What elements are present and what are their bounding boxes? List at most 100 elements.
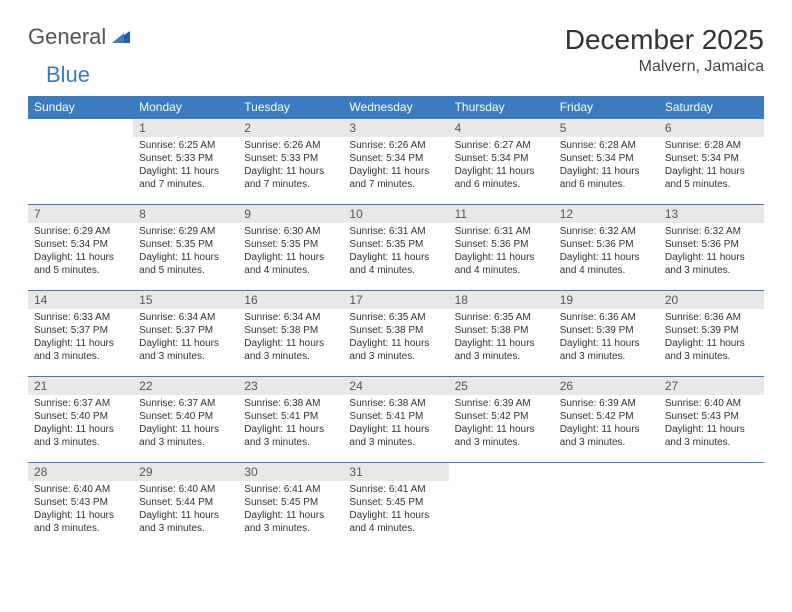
calendar-day-cell: 28Sunrise: 6:40 AMSunset: 5:43 PMDayligh…	[28, 463, 133, 549]
day-details: Sunrise: 6:26 AMSunset: 5:33 PMDaylight:…	[238, 137, 343, 195]
day-details: Sunrise: 6:26 AMSunset: 5:34 PMDaylight:…	[343, 137, 448, 195]
logo-text-general: General	[28, 24, 106, 50]
day-number: 22	[133, 377, 238, 395]
day-number: 19	[554, 291, 659, 309]
day-details: Sunrise: 6:36 AMSunset: 5:39 PMDaylight:…	[554, 309, 659, 367]
day-details: Sunrise: 6:37 AMSunset: 5:40 PMDaylight:…	[133, 395, 238, 453]
weekday-header: Friday	[554, 96, 659, 119]
day-details: Sunrise: 6:34 AMSunset: 5:38 PMDaylight:…	[238, 309, 343, 367]
day-number: 17	[343, 291, 448, 309]
day-details: Sunrise: 6:37 AMSunset: 5:40 PMDaylight:…	[28, 395, 133, 453]
logo-text-blue: Blue	[46, 62, 90, 87]
day-number: 29	[133, 463, 238, 481]
logo-triangle-icon	[112, 27, 130, 48]
calendar-week-row: 28Sunrise: 6:40 AMSunset: 5:43 PMDayligh…	[28, 463, 764, 549]
day-details: Sunrise: 6:34 AMSunset: 5:37 PMDaylight:…	[133, 309, 238, 367]
calendar-day-cell: 15Sunrise: 6:34 AMSunset: 5:37 PMDayligh…	[133, 291, 238, 377]
calendar-day-cell: 11Sunrise: 6:31 AMSunset: 5:36 PMDayligh…	[449, 205, 554, 291]
calendar-day-cell: 8Sunrise: 6:29 AMSunset: 5:35 PMDaylight…	[133, 205, 238, 291]
day-details: Sunrise: 6:29 AMSunset: 5:35 PMDaylight:…	[133, 223, 238, 281]
day-details: Sunrise: 6:35 AMSunset: 5:38 PMDaylight:…	[343, 309, 448, 367]
day-number	[449, 463, 554, 481]
day-details: Sunrise: 6:33 AMSunset: 5:37 PMDaylight:…	[28, 309, 133, 367]
calendar-day-cell: 23Sunrise: 6:38 AMSunset: 5:41 PMDayligh…	[238, 377, 343, 463]
day-details: Sunrise: 6:28 AMSunset: 5:34 PMDaylight:…	[554, 137, 659, 195]
day-number: 23	[238, 377, 343, 395]
day-details: Sunrise: 6:30 AMSunset: 5:35 PMDaylight:…	[238, 223, 343, 281]
day-details: Sunrise: 6:32 AMSunset: 5:36 PMDaylight:…	[659, 223, 764, 281]
calendar-day-cell: 7Sunrise: 6:29 AMSunset: 5:34 PMDaylight…	[28, 205, 133, 291]
calendar-week-row: 21Sunrise: 6:37 AMSunset: 5:40 PMDayligh…	[28, 377, 764, 463]
calendar-week-row: 1Sunrise: 6:25 AMSunset: 5:33 PMDaylight…	[28, 119, 764, 205]
calendar-day-cell: 25Sunrise: 6:39 AMSunset: 5:42 PMDayligh…	[449, 377, 554, 463]
day-details: Sunrise: 6:36 AMSunset: 5:39 PMDaylight:…	[659, 309, 764, 367]
day-details: Sunrise: 6:38 AMSunset: 5:41 PMDaylight:…	[343, 395, 448, 453]
calendar-day-cell: 24Sunrise: 6:38 AMSunset: 5:41 PMDayligh…	[343, 377, 448, 463]
day-number: 10	[343, 205, 448, 223]
day-details: Sunrise: 6:39 AMSunset: 5:42 PMDaylight:…	[449, 395, 554, 453]
calendar-table: Sunday Monday Tuesday Wednesday Thursday…	[28, 96, 764, 549]
calendar-day-cell: 6Sunrise: 6:28 AMSunset: 5:34 PMDaylight…	[659, 119, 764, 205]
day-details: Sunrise: 6:40 AMSunset: 5:43 PMDaylight:…	[28, 481, 133, 539]
day-number: 3	[343, 119, 448, 137]
calendar-day-cell: 13Sunrise: 6:32 AMSunset: 5:36 PMDayligh…	[659, 205, 764, 291]
calendar-body: 1Sunrise: 6:25 AMSunset: 5:33 PMDaylight…	[28, 119, 764, 549]
day-details: Sunrise: 6:28 AMSunset: 5:34 PMDaylight:…	[659, 137, 764, 195]
calendar-day-cell: 20Sunrise: 6:36 AMSunset: 5:39 PMDayligh…	[659, 291, 764, 377]
day-details: Sunrise: 6:31 AMSunset: 5:36 PMDaylight:…	[449, 223, 554, 281]
calendar-day-cell: 9Sunrise: 6:30 AMSunset: 5:35 PMDaylight…	[238, 205, 343, 291]
calendar-day-cell	[554, 463, 659, 549]
calendar-day-cell: 10Sunrise: 6:31 AMSunset: 5:35 PMDayligh…	[343, 205, 448, 291]
calendar-day-cell: 18Sunrise: 6:35 AMSunset: 5:38 PMDayligh…	[449, 291, 554, 377]
calendar-day-cell: 4Sunrise: 6:27 AMSunset: 5:34 PMDaylight…	[449, 119, 554, 205]
calendar-day-cell: 16Sunrise: 6:34 AMSunset: 5:38 PMDayligh…	[238, 291, 343, 377]
day-number: 30	[238, 463, 343, 481]
day-details: Sunrise: 6:41 AMSunset: 5:45 PMDaylight:…	[238, 481, 343, 539]
calendar-day-cell: 31Sunrise: 6:41 AMSunset: 5:45 PMDayligh…	[343, 463, 448, 549]
calendar-day-cell: 21Sunrise: 6:37 AMSunset: 5:40 PMDayligh…	[28, 377, 133, 463]
month-title: December 2025	[565, 24, 764, 56]
day-number: 12	[554, 205, 659, 223]
weekday-header: Wednesday	[343, 96, 448, 119]
day-number: 6	[659, 119, 764, 137]
day-number: 24	[343, 377, 448, 395]
day-number: 27	[659, 377, 764, 395]
calendar-day-cell: 3Sunrise: 6:26 AMSunset: 5:34 PMDaylight…	[343, 119, 448, 205]
calendar-day-cell: 19Sunrise: 6:36 AMSunset: 5:39 PMDayligh…	[554, 291, 659, 377]
weekday-header: Saturday	[659, 96, 764, 119]
calendar-day-cell: 17Sunrise: 6:35 AMSunset: 5:38 PMDayligh…	[343, 291, 448, 377]
day-number: 25	[449, 377, 554, 395]
calendar-day-cell: 30Sunrise: 6:41 AMSunset: 5:45 PMDayligh…	[238, 463, 343, 549]
calendar-day-cell: 1Sunrise: 6:25 AMSunset: 5:33 PMDaylight…	[133, 119, 238, 205]
calendar-week-row: 7Sunrise: 6:29 AMSunset: 5:34 PMDaylight…	[28, 205, 764, 291]
weekday-header: Thursday	[449, 96, 554, 119]
day-number: 11	[449, 205, 554, 223]
day-number: 28	[28, 463, 133, 481]
day-number: 20	[659, 291, 764, 309]
day-details: Sunrise: 6:35 AMSunset: 5:38 PMDaylight:…	[449, 309, 554, 367]
calendar-day-cell	[28, 119, 133, 205]
day-number: 21	[28, 377, 133, 395]
day-details: Sunrise: 6:38 AMSunset: 5:41 PMDaylight:…	[238, 395, 343, 453]
day-details: Sunrise: 6:39 AMSunset: 5:42 PMDaylight:…	[554, 395, 659, 453]
calendar-day-cell: 2Sunrise: 6:26 AMSunset: 5:33 PMDaylight…	[238, 119, 343, 205]
day-details: Sunrise: 6:32 AMSunset: 5:36 PMDaylight:…	[554, 223, 659, 281]
day-number: 16	[238, 291, 343, 309]
calendar-day-cell: 27Sunrise: 6:40 AMSunset: 5:43 PMDayligh…	[659, 377, 764, 463]
day-number	[659, 463, 764, 481]
day-details: Sunrise: 6:40 AMSunset: 5:44 PMDaylight:…	[133, 481, 238, 539]
day-details: Sunrise: 6:25 AMSunset: 5:33 PMDaylight:…	[133, 137, 238, 195]
calendar-week-row: 14Sunrise: 6:33 AMSunset: 5:37 PMDayligh…	[28, 291, 764, 377]
calendar-day-cell: 5Sunrise: 6:28 AMSunset: 5:34 PMDaylight…	[554, 119, 659, 205]
day-number: 13	[659, 205, 764, 223]
weekday-header: Tuesday	[238, 96, 343, 119]
day-number: 7	[28, 205, 133, 223]
day-number: 9	[238, 205, 343, 223]
day-number: 26	[554, 377, 659, 395]
weekday-header: Sunday	[28, 96, 133, 119]
weekday-header-row: Sunday Monday Tuesday Wednesday Thursday…	[28, 96, 764, 119]
day-number: 2	[238, 119, 343, 137]
calendar-day-cell: 22Sunrise: 6:37 AMSunset: 5:40 PMDayligh…	[133, 377, 238, 463]
day-details: Sunrise: 6:27 AMSunset: 5:34 PMDaylight:…	[449, 137, 554, 195]
day-number: 5	[554, 119, 659, 137]
